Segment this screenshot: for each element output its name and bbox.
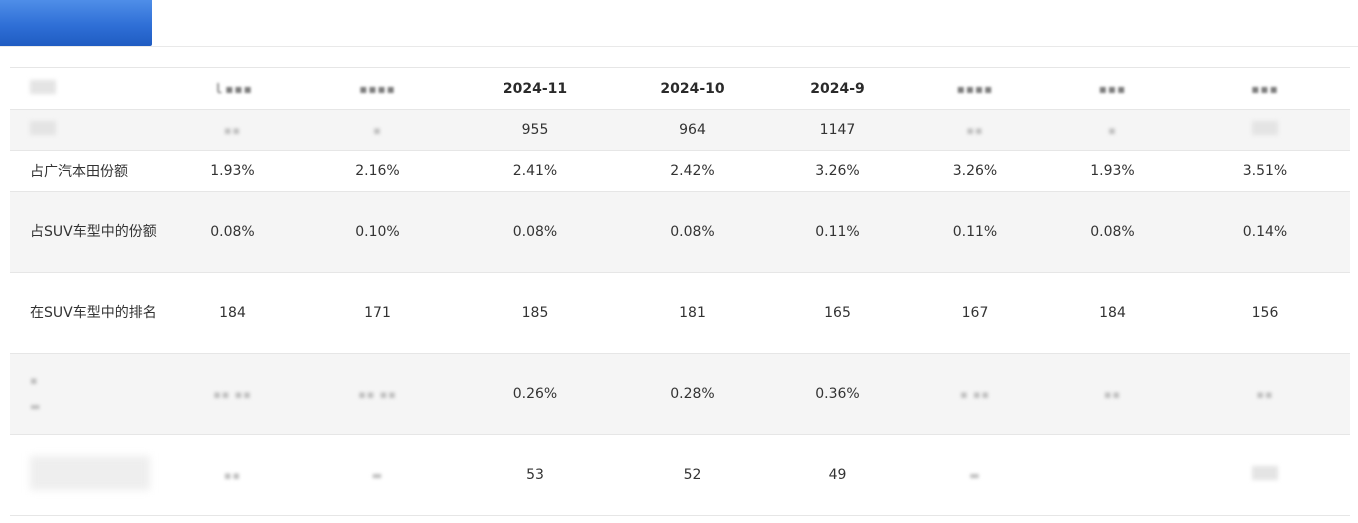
blurred-text: ▪︎▪︎▪︎▪︎ — [359, 81, 396, 96]
header-cell: 2024-11 — [455, 67, 615, 110]
table-cell: 0.11% — [905, 191, 1045, 273]
table-cell: 165 — [770, 272, 905, 354]
table-cell: 1147 — [770, 109, 905, 151]
table-cell: 185 — [455, 272, 615, 354]
table-cell: 3.26% — [905, 150, 1045, 192]
header-cell: ｌ▪︎▪︎▪︎ — [165, 67, 300, 110]
table-cell: ▬ — [300, 434, 455, 516]
table-cell: 0.11% — [770, 191, 905, 273]
table-cell — [1180, 434, 1350, 516]
blurred-text: ▪︎▪︎▪︎▪︎ — [956, 81, 994, 96]
row-label-cell: 在SUV车型中的排名 — [10, 272, 165, 354]
table-cell: 2.41% — [455, 150, 615, 192]
blurred-text — [30, 456, 150, 490]
table-cell: 184 — [1045, 272, 1180, 354]
table-cell: 0.36% — [770, 353, 905, 435]
table-cell: 0.08% — [615, 191, 770, 273]
table-cell: 1.93% — [165, 150, 300, 192]
header-cell: ▪︎▪︎▪︎▪︎ — [905, 67, 1045, 110]
table-cell — [1045, 434, 1180, 516]
blurred-text — [1252, 466, 1278, 480]
table-cell: 184 — [165, 272, 300, 354]
blurred-text: ▪︎▪︎ ▪︎▪︎ — [358, 388, 397, 401]
blurred-text — [1252, 121, 1278, 135]
header-cell: 2024-9 — [770, 67, 905, 110]
table-cell: 964 — [615, 109, 770, 151]
header-cell: ▪︎▪︎▪︎ — [1180, 67, 1350, 110]
table-row: 占广汽本田份额 1.93% 2.16% 2.41% 2.42% 3.26% 3.… — [10, 150, 1350, 192]
table-cell: ▪︎▪︎ — [905, 109, 1045, 151]
table-cell: 0.08% — [165, 191, 300, 273]
table-cell: 0.28% — [615, 353, 770, 435]
blurred-text: ▬ — [371, 469, 384, 482]
blurred-text: ▪︎▪︎▪︎ — [1098, 81, 1127, 96]
table-header-row: ｌ▪︎▪︎▪︎ ▪︎▪︎▪︎▪︎ 2024-11 2024-10 2024-9 … — [10, 67, 1350, 110]
table-cell: 0.08% — [455, 191, 615, 273]
table-cell: 0.26% — [455, 353, 615, 435]
table-cell: 955 — [455, 109, 615, 151]
table-cell: ▪︎▪︎ ▪︎▪︎ — [300, 353, 455, 435]
table-cell: ▪︎▪︎ — [1180, 353, 1350, 435]
row-label-cell — [10, 434, 165, 516]
table-cell: 0.08% — [1045, 191, 1180, 273]
table-cell: 2.16% — [300, 150, 455, 192]
table-cell: ▬ — [905, 434, 1045, 516]
blurred-text: ▪︎▪︎ — [1256, 388, 1274, 401]
table-cell: 181 — [615, 272, 770, 354]
table-row: 占SUV车型中的份额 0.08% 0.10% 0.08% 0.08% 0.11%… — [10, 191, 1350, 273]
table-cell: 49 — [770, 434, 905, 516]
blurred-text: ▪︎▪︎ — [1104, 388, 1121, 401]
table-cell — [1180, 109, 1350, 151]
blurred-text: ▪︎ — [373, 124, 382, 137]
table-row: ▪︎ ▬ ▪︎▪︎ ▪︎▪︎ ▪︎▪︎ ▪︎▪︎ 0.26% 0.28% 0.36… — [10, 353, 1350, 435]
row-label-cell: 占广汽本田份额 — [10, 150, 165, 192]
divider — [0, 46, 1358, 47]
header-cell — [10, 67, 165, 110]
row-label: 占SUV车型中的份额 — [30, 224, 157, 240]
blurred-text — [30, 121, 56, 135]
blurred-text: ▬ — [969, 469, 981, 482]
row-label-cell — [10, 109, 165, 151]
header-cell: ▪︎▪︎▪︎ — [1045, 67, 1180, 110]
table-row: 在SUV车型中的排名 184 171 185 181 165 167 184 1… — [10, 272, 1350, 354]
table-cell: 3.51% — [1180, 150, 1350, 192]
table-cell: ▪︎ — [300, 109, 455, 151]
blurred-text — [30, 79, 56, 94]
table-cell: 156 — [1180, 272, 1350, 354]
table-cell: 0.10% — [300, 191, 455, 273]
blurred-text: ▪︎▪︎ — [966, 124, 984, 137]
table-cell: 2.42% — [615, 150, 770, 192]
table-cell: 52 — [615, 434, 770, 516]
row-label-cell: ▪︎ ▬ — [10, 353, 165, 435]
table-row: ▪︎▪︎ ▬ 53 52 49 ▬ — [10, 434, 1350, 516]
table-cell: ▪︎▪︎ ▪︎▪︎ — [165, 353, 300, 435]
blurred-text: ｌ▪︎▪︎▪︎ — [212, 82, 253, 96]
table-cell: 1.93% — [1045, 150, 1180, 192]
table-cell: ▪︎▪︎ — [165, 109, 300, 151]
blurred-text: ▪︎ ▪︎▪︎ — [960, 388, 990, 401]
blurred-text: ▪︎▪︎ ▪︎▪︎ — [213, 388, 252, 401]
blurred-text: ▪︎▪︎ — [224, 124, 241, 137]
header-cell: 2024-10 — [615, 67, 770, 110]
sales-data-table: ｌ▪︎▪︎▪︎ ▪︎▪︎▪︎▪︎ 2024-11 2024-10 2024-9 … — [10, 67, 1350, 516]
row-label-cell: 占SUV车型中的份额 — [10, 191, 165, 273]
row-label: 在SUV车型中的排名 — [30, 305, 157, 321]
table-cell: ▪︎ ▪︎▪︎ — [905, 353, 1045, 435]
table-cell: ▪︎▪︎ — [165, 434, 300, 516]
table-cell: ▪︎ — [1045, 109, 1180, 151]
blurred-text: ▪︎▪︎ — [224, 469, 241, 482]
table-cell: ▪︎▪︎ — [1045, 353, 1180, 435]
table-cell: 3.26% — [770, 150, 905, 192]
blurred-text: ▪︎▪︎▪︎ — [1251, 81, 1279, 96]
header-cell: ▪︎▪︎▪︎▪︎ — [300, 67, 455, 110]
blurred-text: ▪︎ ▬ — [30, 374, 42, 413]
header-banner-image — [0, 0, 152, 46]
blurred-text: ▪︎ — [1108, 124, 1117, 137]
table-cell: 0.14% — [1180, 191, 1350, 273]
table-cell: 171 — [300, 272, 455, 354]
table-cell: 53 — [455, 434, 615, 516]
table-cell: 167 — [905, 272, 1045, 354]
table-row: ▪︎▪︎ ▪︎ 955 964 1147 ▪︎▪︎ ▪︎ — [10, 109, 1350, 151]
